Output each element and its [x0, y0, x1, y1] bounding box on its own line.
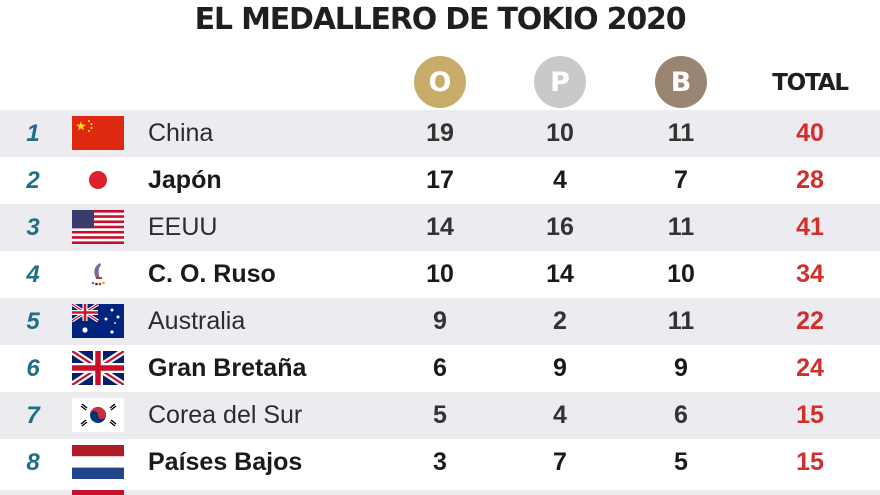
gold-count: 19: [426, 119, 454, 147]
bronze-count: 5: [674, 448, 688, 476]
table-row: 2 Japón 17 4 7 28: [0, 157, 880, 204]
silver-count: 14: [546, 260, 574, 288]
country-name: C. O. Ruso: [148, 260, 276, 288]
silver-count: 9: [553, 354, 567, 382]
total-count: 15: [796, 401, 824, 429]
gold-count: 5: [433, 401, 447, 429]
total-count: 22: [796, 307, 824, 335]
china-flag-icon: [72, 116, 124, 150]
total-count: 40: [796, 119, 824, 147]
bronze-count: 7: [674, 166, 688, 194]
uk-flag-icon: [72, 351, 124, 385]
rank: 5: [26, 308, 40, 335]
rank: 7: [26, 402, 40, 429]
rank: 3: [26, 214, 40, 241]
gold-count: 9: [433, 307, 447, 335]
country-name: EEUU: [148, 213, 218, 241]
gold-count: 3: [433, 448, 447, 476]
bronze-count: 11: [667, 213, 695, 241]
country-name: Japón: [148, 166, 222, 194]
rank: 6: [26, 355, 40, 382]
silver-count: 7: [553, 448, 567, 476]
silver-medal-icon: P: [534, 56, 586, 108]
gold-count: 10: [426, 260, 454, 288]
silver-count: 10: [546, 119, 574, 147]
bronze-count: 10: [667, 260, 695, 288]
country-name: China: [148, 119, 214, 147]
silver-count: 4: [553, 401, 567, 429]
rank: 2: [26, 167, 40, 194]
gold-count: 17: [426, 166, 454, 194]
gold-medal-icon: O: [414, 56, 466, 108]
bronze-medal-label: B: [670, 66, 692, 98]
table-row: 3 EEUU 14 16 11 41: [0, 204, 880, 251]
next-flag-icon: [72, 490, 124, 495]
country-name: Países Bajos: [148, 448, 303, 476]
table-row: 1 China 19 10 11 40: [0, 110, 880, 157]
page-title: EL MEDALLERO DE TOKIO 2020: [194, 2, 687, 37]
australia-flag-icon: [72, 304, 124, 338]
bronze-medal-icon: B: [655, 56, 707, 108]
rank: 8: [26, 449, 40, 476]
japan-flag-icon: [89, 171, 107, 189]
gold-medal-label: O: [428, 66, 452, 98]
silver-count: 16: [546, 213, 574, 241]
table-row-partial: [0, 490, 880, 495]
bronze-count: 11: [667, 307, 695, 335]
south-korea-flag-icon: [72, 398, 124, 432]
total-count: 28: [796, 166, 824, 194]
total-count: 24: [796, 354, 824, 382]
silver-count: 4: [553, 166, 567, 194]
rank: 1: [26, 120, 40, 147]
table-row: 6 Gran Bretaña 6 9 9 24: [0, 345, 880, 392]
rank: 4: [26, 261, 40, 288]
country-name: Corea del Sur: [148, 401, 303, 429]
country-name: Australia: [148, 307, 246, 335]
roc-emblem-icon: [91, 263, 105, 286]
total-header: TOTAL: [772, 70, 849, 96]
total-count: 41: [796, 213, 824, 241]
gold-count: 6: [433, 354, 447, 382]
netherlands-flag-icon: [72, 445, 124, 479]
table-row: 7 Corea del Sur 5 4 6 15: [0, 392, 880, 439]
gold-count: 14: [426, 213, 454, 241]
table-row: 4 C. O. Ruso 10 14 10 34: [0, 251, 880, 298]
total-count: 34: [796, 260, 824, 288]
silver-count: 2: [553, 307, 567, 335]
table-row: 8 Países Bajos 3 7 5 15: [0, 439, 880, 486]
table-row: 5 Australia 9 2 11 22: [0, 298, 880, 345]
silver-medal-label: P: [550, 66, 570, 98]
bronze-count: 6: [674, 401, 688, 429]
usa-flag-icon: [72, 210, 124, 244]
country-name: Gran Bretaña: [148, 354, 307, 382]
bronze-count: 9: [674, 354, 688, 382]
bronze-count: 11: [667, 119, 695, 147]
total-count: 15: [796, 448, 824, 476]
